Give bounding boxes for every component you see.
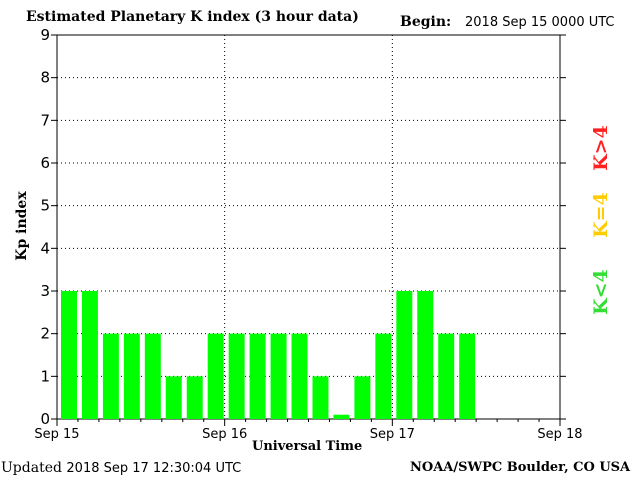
y-tick-label: 8 [40,69,50,87]
x-ticks: Sep 15 Sep 16 Sep 17 Sep 18 [34,419,583,442]
x-tick-label: Sep 15 [34,427,79,442]
kp-bar [312,376,329,419]
kp-bar [375,333,392,419]
y-tick-label: 1 [40,367,50,385]
kp-bar [270,333,287,419]
y-tick-label: 3 [40,282,50,300]
grid-lines [57,35,560,419]
y-axis-label: Kp index [14,191,30,261]
begin-label: Begin: [400,14,452,30]
legend-equal: K=4 [590,192,612,238]
legend-low: K<4 [590,269,612,315]
kp-bar [207,333,224,419]
chart-title: Estimated Planetary K index (3 hour data… [26,9,359,25]
kp-bar [61,291,77,419]
credit-text: NOAA/SWPC Boulder, CO USA [410,460,631,475]
kp-bar [396,291,413,419]
y-tick-label: 7 [40,111,50,129]
begin-value: 2018 Sep 15 0000 UTC [465,15,615,30]
kp-bar [102,333,119,419]
kp-bar [81,291,98,419]
kp-bar [144,333,161,419]
kp-bar [438,333,455,419]
y-tick-label: 2 [40,325,50,343]
y-tick-label: 9 [40,26,50,44]
kp-bar [459,333,476,419]
kp-bar [228,333,245,419]
x-axis-label: Universal Time [252,439,363,454]
kp-bar [333,414,350,419]
y-tick-label: 4 [40,239,50,257]
updated-value: 2018 Sep 17 12:30:04 UTC [66,461,242,476]
kp-bar [291,333,308,419]
updated-label: Updated [1,460,62,476]
x-tick-label: Sep 17 [370,427,415,442]
kp-bar [417,291,434,419]
kp-bar [123,333,140,419]
kp-bar [249,333,266,419]
legend-high: K>4 [590,125,612,171]
bars [61,291,476,419]
y-tick-label: 0 [40,410,50,428]
y-ticks: 0 1 2 3 4 5 6 7 8 9 [40,26,566,428]
kp-bar [354,376,371,419]
updated-timestamp: Updated 2018 Sep 17 12:30:04 UTC [1,460,241,476]
kp-bar [186,376,203,419]
x-tick-label: Sep 18 [537,427,582,442]
y-tick-label: 6 [40,154,50,172]
x-tick-label: Sep 16 [202,427,247,442]
kp-bar [165,376,182,419]
y-tick-label: 5 [40,197,50,215]
